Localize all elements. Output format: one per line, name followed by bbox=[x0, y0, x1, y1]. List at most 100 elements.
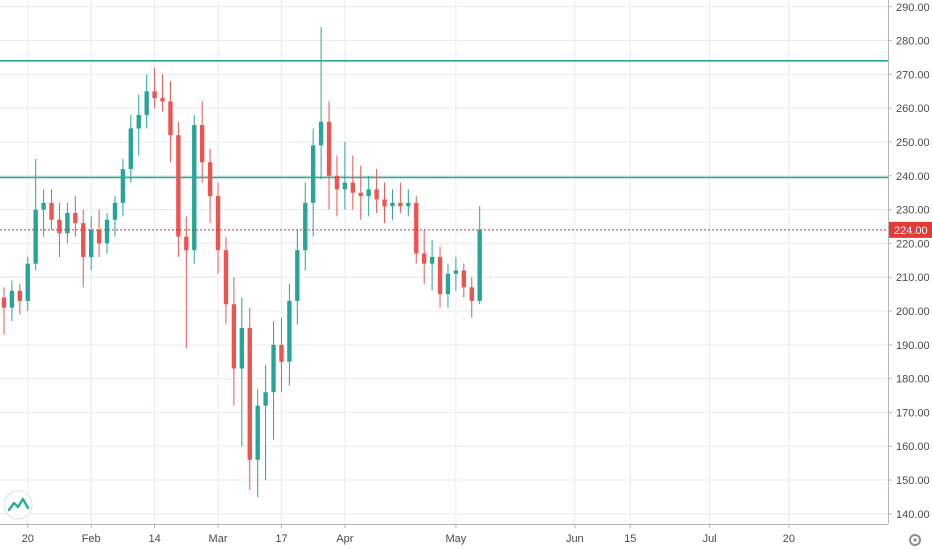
y-tick-label: 200.00 bbox=[896, 306, 930, 318]
x-axis-background bbox=[0, 524, 932, 550]
candle-body bbox=[168, 101, 173, 136]
candle-body bbox=[223, 250, 229, 305]
candle-body bbox=[33, 209, 38, 264]
x-tick-label: Jul bbox=[703, 533, 717, 545]
y-tick-label: 270.00 bbox=[896, 69, 930, 81]
candle-body bbox=[350, 182, 356, 193]
x-axis[interactable]: 20 Feb 14 Mar 17 Apr May Jun 15 Jul 20 bbox=[0, 524, 932, 550]
candle-body bbox=[199, 125, 205, 163]
candle-body bbox=[358, 192, 363, 197]
x-tick-label: Jun bbox=[566, 533, 584, 545]
candles bbox=[1, 27, 482, 497]
x-tick-label: 20 bbox=[783, 533, 795, 545]
candle-body bbox=[81, 223, 86, 257]
candle-body bbox=[318, 121, 324, 146]
candle-body bbox=[136, 114, 141, 129]
candle-body bbox=[398, 202, 403, 207]
candle-body bbox=[17, 290, 23, 301]
candle-body bbox=[96, 229, 102, 244]
candle-body bbox=[192, 125, 197, 251]
last-price-label: 224.00 bbox=[894, 225, 928, 237]
candle-body bbox=[326, 121, 332, 176]
candle-body bbox=[239, 327, 245, 369]
x-tick-label: 20 bbox=[22, 533, 34, 545]
candle-body bbox=[9, 290, 15, 308]
candle-body bbox=[469, 287, 474, 301]
x-tick-label: 17 bbox=[275, 533, 287, 545]
candle-body bbox=[334, 175, 340, 190]
candle-body bbox=[390, 202, 395, 207]
candle-body bbox=[184, 236, 189, 251]
y-tick-label: 280.00 bbox=[896, 36, 930, 48]
candle-body bbox=[128, 128, 134, 170]
candle-body bbox=[263, 392, 268, 406]
y-tick-label: 150.00 bbox=[896, 475, 930, 487]
x-tick-label: Mar bbox=[209, 533, 228, 545]
y-tick-label: 290.00 bbox=[896, 2, 930, 14]
y-tick-label: 230.00 bbox=[896, 205, 930, 217]
x-tick-label: Apr bbox=[336, 533, 353, 545]
candle-body bbox=[215, 196, 221, 251]
logo-glyph bbox=[7, 497, 30, 512]
candle-body bbox=[445, 273, 451, 295]
candle-body bbox=[160, 98, 165, 102]
x-tick-label: Feb bbox=[82, 533, 101, 545]
candle-body bbox=[231, 304, 237, 369]
candle-body bbox=[295, 250, 300, 301]
candle-body bbox=[271, 344, 276, 393]
y-tick-label: 190.00 bbox=[896, 340, 930, 352]
candle-body bbox=[310, 145, 316, 203]
y-tick-label: 260.00 bbox=[896, 103, 930, 115]
candle-body bbox=[366, 189, 371, 197]
candle-body bbox=[207, 162, 213, 197]
y-tick-label: 160.00 bbox=[896, 441, 930, 453]
x-tick-label: 14 bbox=[148, 533, 160, 545]
candle-body bbox=[65, 212, 70, 234]
candle-body bbox=[279, 344, 284, 362]
gear-ring bbox=[909, 534, 921, 546]
tradingview-logo-icon[interactable] bbox=[3, 490, 33, 520]
candle-body bbox=[1, 297, 7, 308]
candle-body bbox=[461, 270, 467, 288]
candle-body bbox=[429, 256, 435, 264]
candle-body bbox=[421, 253, 427, 264]
x-tick-label: 15 bbox=[624, 533, 636, 545]
y-tick-label: 180.00 bbox=[896, 374, 930, 386]
candle-body bbox=[255, 405, 260, 460]
y-tick-label: 220.00 bbox=[896, 238, 930, 250]
x-tick-label: May bbox=[446, 533, 467, 545]
candle-body bbox=[287, 300, 292, 362]
y-tick-label: 170.00 bbox=[896, 407, 930, 419]
y-tick-label: 240.00 bbox=[896, 171, 930, 183]
candle-body bbox=[414, 202, 419, 254]
candle-body bbox=[303, 202, 308, 251]
candle-body bbox=[406, 202, 411, 207]
settings-icon[interactable] bbox=[909, 534, 921, 546]
candle-body bbox=[120, 169, 126, 203]
candle-body bbox=[57, 219, 62, 234]
candle-body bbox=[437, 256, 443, 295]
candle-body bbox=[247, 327, 252, 460]
candle-body bbox=[104, 219, 110, 244]
candle-body bbox=[453, 270, 459, 274]
candle-body bbox=[374, 189, 379, 200]
grid-lines bbox=[0, 0, 888, 524]
candle-body bbox=[152, 91, 157, 99]
candle-body bbox=[176, 135, 181, 237]
y-tick-label: 250.00 bbox=[896, 137, 930, 149]
candle-body bbox=[342, 182, 348, 190]
y-tick-label: 210.00 bbox=[896, 272, 930, 284]
candle-body bbox=[477, 229, 482, 301]
y-tick-label: 140.00 bbox=[896, 509, 930, 521]
candle-body bbox=[88, 229, 94, 257]
y-axis[interactable]: 290.00 280.00 270.00 260.00 250.00 240.00 230.… bbox=[888, 0, 932, 550]
candle-body bbox=[382, 199, 387, 207]
candle-body bbox=[144, 91, 149, 115]
candle-body bbox=[25, 263, 30, 301]
y-axis-background bbox=[888, 0, 932, 550]
gear-center bbox=[913, 538, 917, 542]
candle-body bbox=[41, 202, 46, 210]
candle-body bbox=[112, 202, 118, 220]
candle-body bbox=[73, 212, 78, 224]
